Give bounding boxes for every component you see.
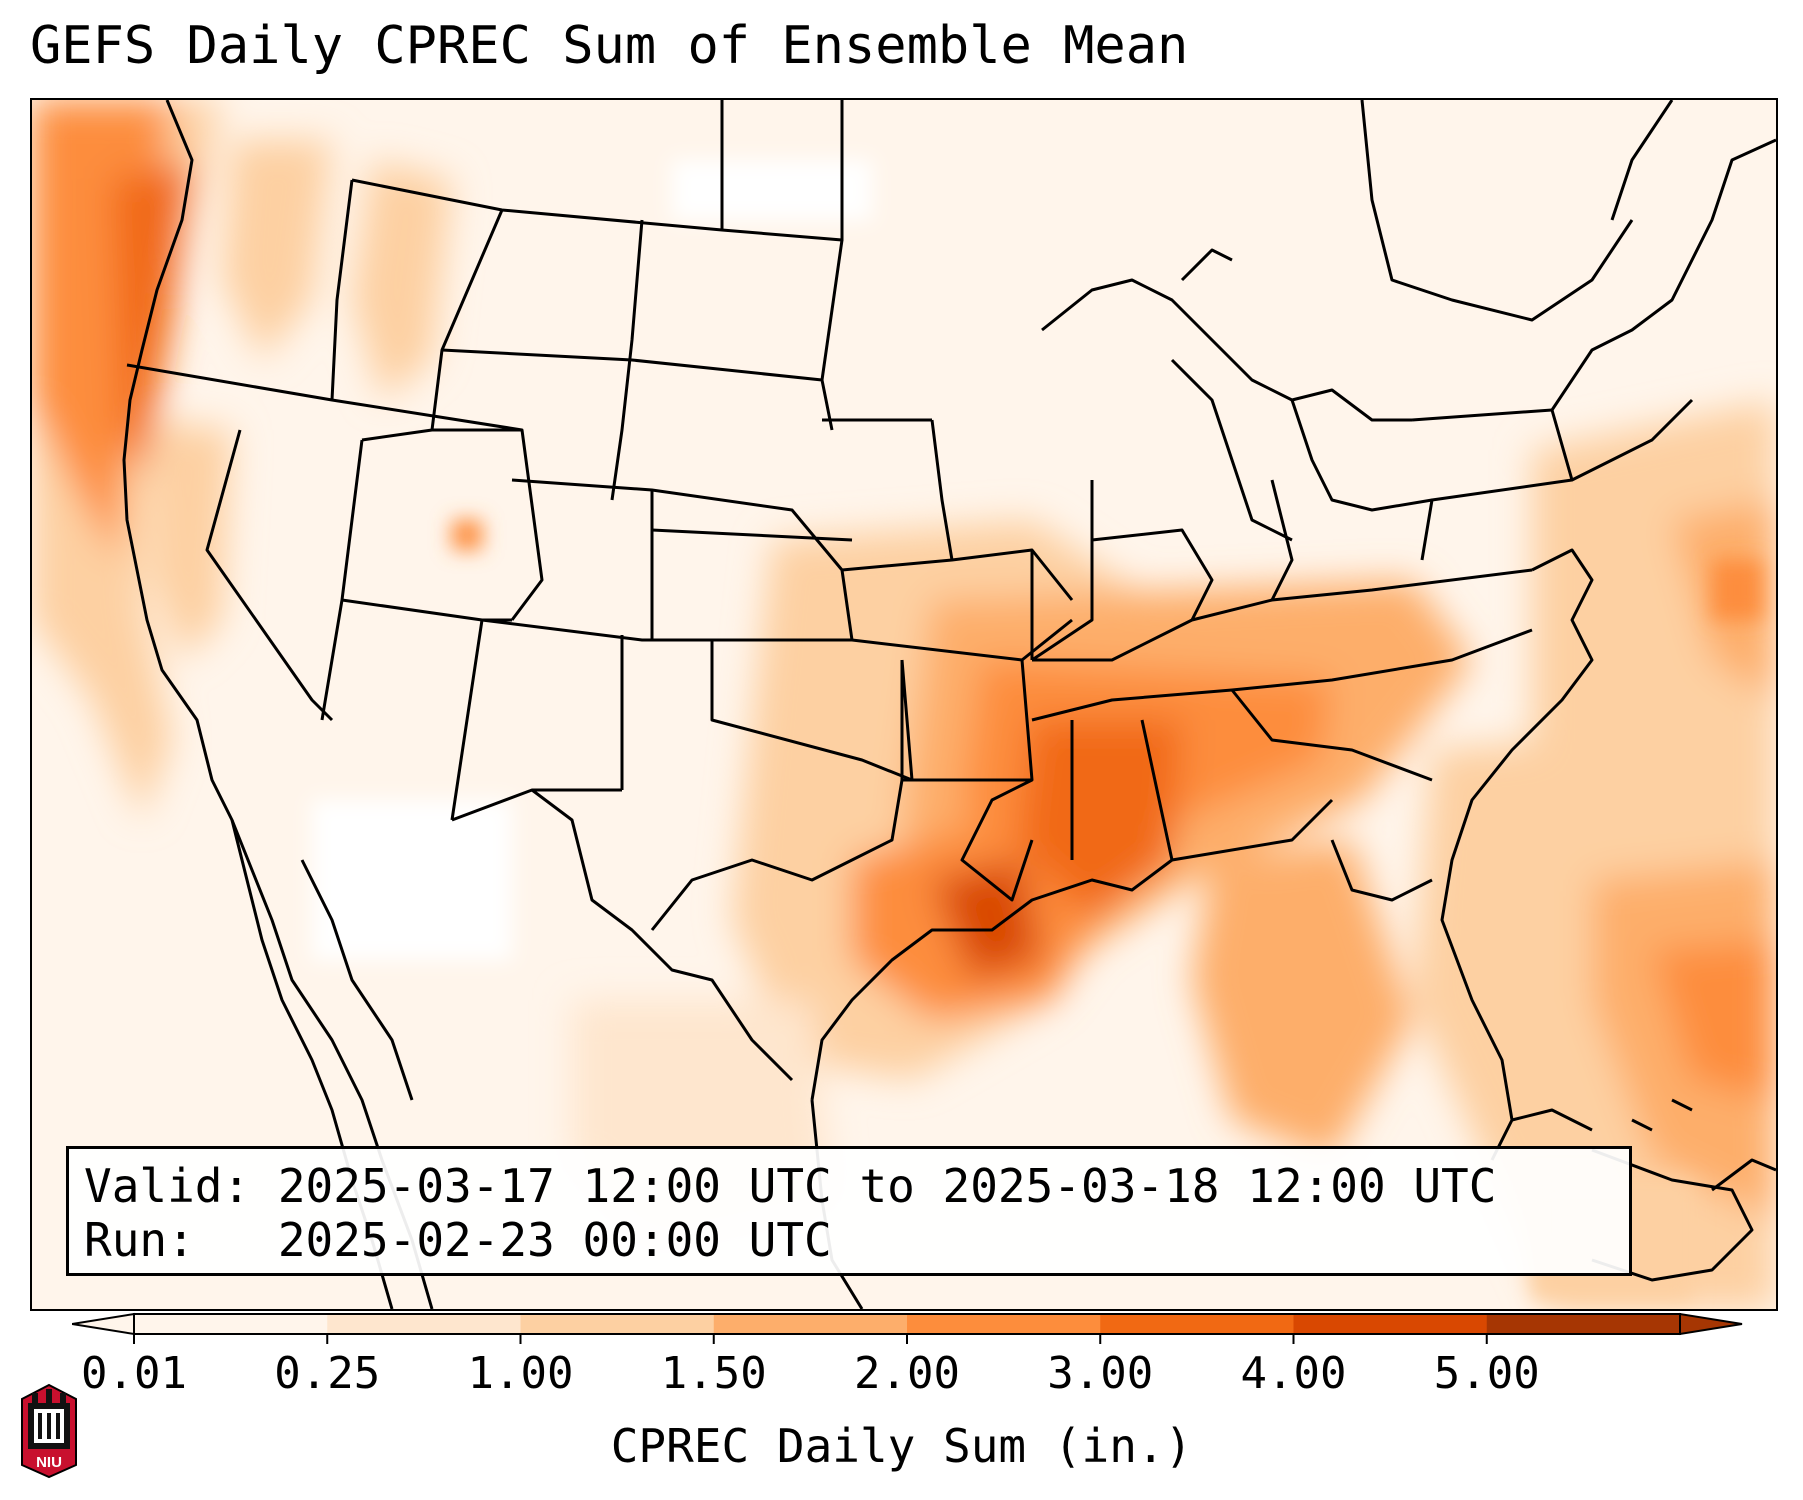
niu-logo: NIU: [21, 1383, 77, 1479]
svg-text:NIU: NIU: [36, 1454, 62, 1471]
colorbar-tick-label: 0.25: [274, 1348, 380, 1399]
colorbar-swatch: [713, 1314, 908, 1334]
colorbar-swatch: [907, 1314, 1101, 1334]
precipitation-map: [30, 98, 1778, 1311]
colorbar-swatch: [327, 1314, 521, 1334]
colorbar-tick-label: 0.01: [81, 1348, 187, 1399]
valid-run-info-box: Valid: 2025-03-17 12:00 UTC to 2025-03-1…: [66, 1146, 1632, 1276]
state-boundaries: [122, 100, 1776, 1309]
run-time-text: Run: 2025-02-23 00:00 UTC: [84, 1213, 832, 1267]
colorbar-swatch: [1486, 1314, 1681, 1334]
precip-shading: [32, 100, 1776, 1309]
colorbar-swatch: [520, 1314, 715, 1334]
colorbar-tick-label: 1.00: [468, 1348, 574, 1399]
colorbar-label: CPREC Daily Sum (in.): [610, 1419, 1193, 1473]
colorbar-tick-label: 1.50: [661, 1348, 767, 1399]
colorbar: 0.01 0.25 1.00 1.50 2.00 3.00 4.00 5.00: [72, 1312, 1743, 1399]
colorbar-swatch: [1100, 1314, 1294, 1334]
map-canvas: [32, 100, 1776, 1309]
colorbar-max-extend: [1679, 1312, 1743, 1336]
colorbar-swatch: [1293, 1314, 1488, 1334]
colorbar-swatch: [134, 1314, 328, 1334]
map-title: GEFS Daily CPREC Sum of Ensemble Mean: [30, 16, 1189, 76]
colorbar-min-extend: [72, 1312, 135, 1336]
colorbar-tick-label: 2.00: [854, 1348, 960, 1399]
valid-time-text: Valid: 2025-03-17 12:00 UTC to 2025-03-1…: [84, 1159, 1497, 1213]
colorbar-tick-label: 4.00: [1241, 1348, 1347, 1399]
colorbar-tick-label: 3.00: [1047, 1348, 1153, 1399]
colorbar-ticks: 0.01 0.25 1.00 1.50 2.00 3.00 4.00 5.00: [81, 1334, 1540, 1399]
colorbar-swatches: [134, 1314, 1681, 1334]
colorbar-tick-label: 5.00: [1434, 1348, 1540, 1399]
